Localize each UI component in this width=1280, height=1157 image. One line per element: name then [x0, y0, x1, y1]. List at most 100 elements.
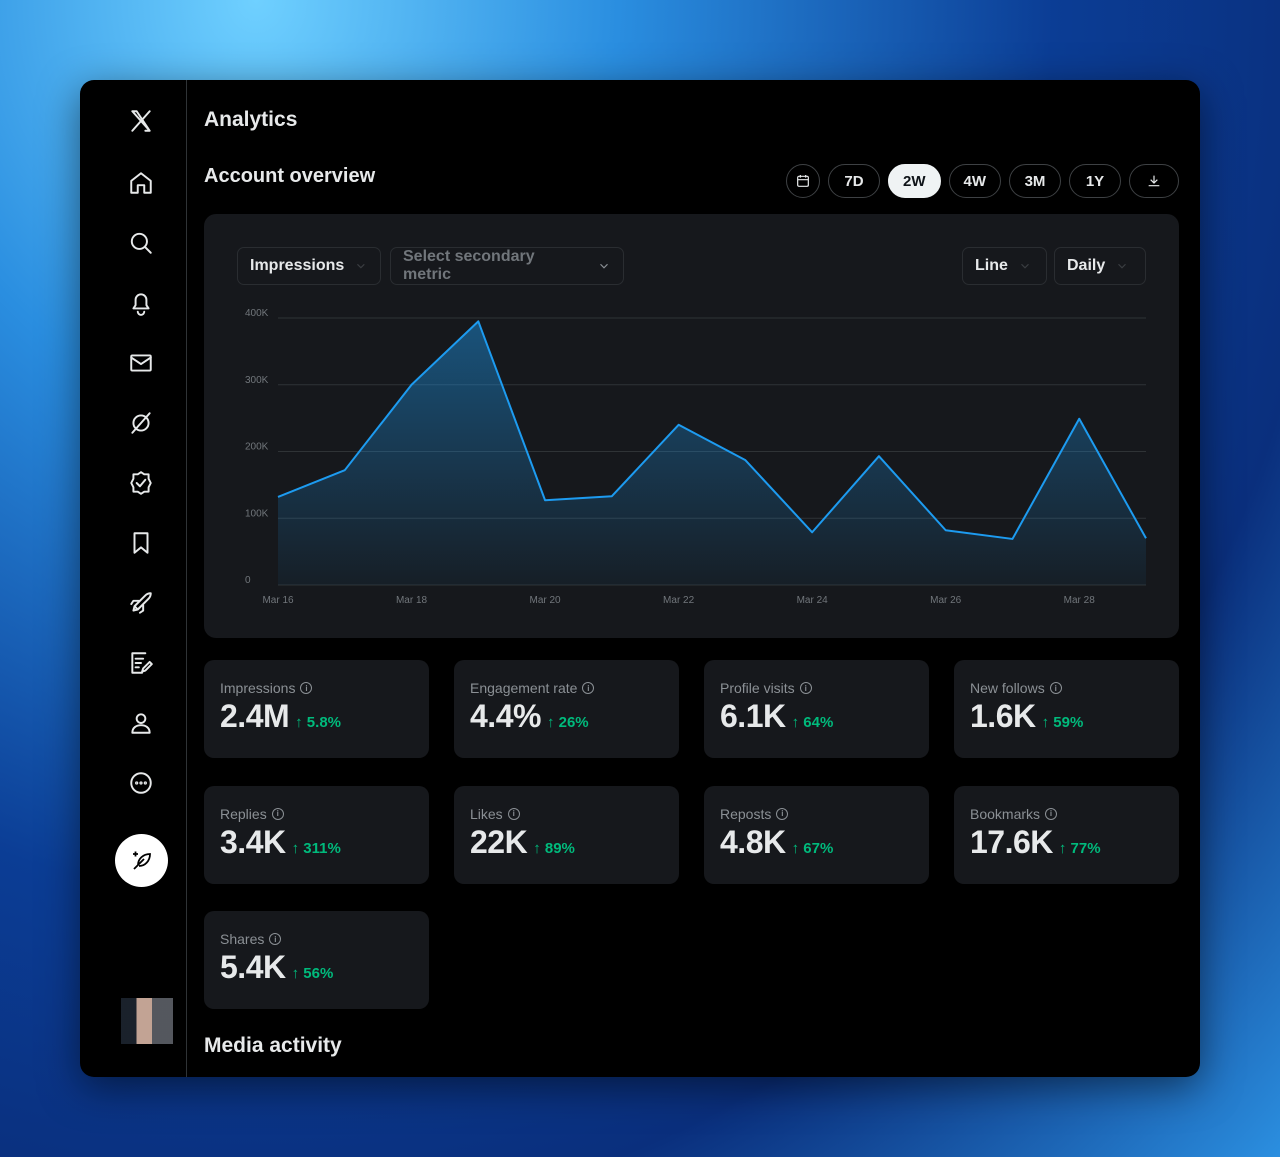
stat-label: Bookmarks — [970, 805, 1041, 822]
stat-card-likes[interactable]: Likes i 22K ↑ 89% — [454, 785, 679, 884]
calendar-button[interactable] — [786, 164, 820, 198]
y-tick-label: 300K — [245, 375, 269, 386]
compose-post-button[interactable] — [115, 834, 168, 887]
interval-select[interactable]: Daily — [1054, 247, 1146, 285]
stat-card-shares[interactable]: Shares i 5.4K ↑ 56% — [204, 911, 429, 1009]
stat-change: ↑ 311% — [291, 839, 341, 857]
section-title: Account overview — [204, 165, 376, 187]
stat-value-row: 4.8K ↑ 67% — [720, 824, 913, 861]
stat-change: ↑ 56% — [291, 965, 334, 982]
search-icon[interactable] — [123, 225, 159, 261]
stat-card-engagement-rate[interactable]: Engagement rate i 4.4% ↑ 26% — [454, 660, 679, 758]
info-icon[interactable]: i — [271, 807, 284, 820]
bell-icon[interactable] — [123, 285, 159, 321]
chevron-down-icon — [600, 263, 608, 269]
verified-icon[interactable] — [123, 465, 159, 501]
secondary-metric-select[interactable]: Select secondary metric — [390, 247, 624, 285]
stat-label-row: Shares i — [220, 931, 413, 947]
more-icon[interactable] — [123, 765, 159, 801]
stat-label-row: New follows i — [970, 680, 1163, 696]
info-icon[interactable]: i — [300, 682, 313, 694]
rocket-icon[interactable] — [123, 585, 159, 621]
stat-value: 5.4K — [220, 949, 286, 985]
stat-card-replies[interactable]: Replies i 3.4K ↑ 311% — [204, 785, 429, 884]
stat-change: ↑ 67% — [791, 839, 834, 857]
range-7d[interactable]: 7D — [828, 164, 880, 198]
stat-label-row: Likes i — [470, 806, 663, 822]
stat-value: 17.6K — [970, 823, 1053, 860]
primary-metric-select[interactable]: Impressions — [237, 247, 381, 285]
info-icon[interactable]: i — [776, 807, 789, 820]
y-tick-label: 200K — [245, 442, 269, 453]
range-2w[interactable]: 2W — [888, 164, 941, 198]
avatar[interactable] — [121, 998, 173, 1044]
grok-icon[interactable] — [123, 405, 159, 441]
impressions-chart: 0 100K 200K 300K 400K Mar 16 Mar 18 Mar 20 Mar 2… — [245, 308, 1147, 606]
stat-value: 4.8K — [720, 823, 786, 860]
y-tick-label: 0 — [245, 575, 251, 586]
range-1y[interactable]: 1Y — [1069, 164, 1121, 198]
chevron-down-icon — [1020, 263, 1029, 269]
stat-label: Impressions — [220, 680, 296, 696]
stat-change: ↑ 89% — [533, 839, 575, 857]
stat-value: 22K — [470, 823, 528, 860]
stat-value-row: 1.6K ↑ 59% — [970, 698, 1163, 735]
stat-label-row: Engagement rate i — [470, 680, 663, 696]
stat-value-row: 3.4K ↑ 311% — [220, 824, 413, 861]
download-button[interactable] — [1129, 164, 1179, 198]
stat-change: ↑ 77% — [1058, 839, 1101, 857]
info-icon[interactable]: i — [1049, 682, 1062, 694]
x-tick-label: Mar 20 — [530, 595, 562, 606]
x-tick-label: Mar 24 — [797, 595, 829, 606]
stat-card-reposts[interactable]: Reposts i 4.8K ↑ 67% — [704, 785, 929, 884]
stat-value-row: 6.1K ↑ 64% — [720, 698, 913, 735]
stat-change: ↑ 5.8% — [295, 714, 341, 731]
media-activity-title: Media activity — [204, 1034, 342, 1057]
home-icon[interactable] — [123, 165, 159, 201]
stat-value: 3.4K — [220, 823, 286, 860]
stat-value-row: 22K ↑ 89% — [470, 824, 663, 861]
stat-label-row: Reposts i — [720, 806, 913, 822]
profile-icon[interactable] — [123, 705, 159, 741]
x-tick-label: Mar 28 — [1064, 595, 1096, 606]
stat-value: 2.4M — [220, 698, 290, 734]
stat-label-row: Impressions i — [220, 680, 413, 696]
stat-label-row: Replies i — [220, 806, 413, 822]
stat-label-row: Profile visits i — [720, 680, 913, 696]
range-4w[interactable]: 4W — [948, 164, 1001, 198]
mail-icon[interactable] — [123, 345, 159, 381]
stat-card-profile-visits[interactable]: Profile visits i 6.1K ↑ 64% — [704, 660, 929, 758]
primary-metric-label: Impressions — [250, 257, 345, 274]
app-window: Analytics Account overview 7D 2W 4W 3M 1… — [80, 80, 1200, 1077]
stat-change: ↑ 64% — [791, 714, 834, 731]
range-3m[interactable]: 3M — [1009, 164, 1061, 198]
stat-card-bookmarks[interactable]: Bookmarks i 17.6K ↑ 77% — [954, 785, 1179, 884]
stat-card-new-follows[interactable]: New follows i 1.6K ↑ 59% — [954, 660, 1179, 758]
x-tick-label: Mar 18 — [396, 595, 428, 606]
stat-value-row: 4.4% ↑ 26% — [470, 698, 663, 735]
info-icon[interactable]: i — [799, 682, 812, 694]
calendar-icon — [797, 175, 809, 187]
stat-value: 1.6K — [970, 698, 1036, 734]
feather-plus-icon — [132, 851, 151, 870]
info-icon[interactable]: i — [1045, 807, 1058, 820]
interval-label: Daily — [1067, 257, 1106, 274]
stat-label-row: Bookmarks i — [970, 806, 1163, 822]
bookmark-icon[interactable] — [123, 525, 159, 561]
y-tick-label: 100K — [245, 508, 269, 519]
chart-type-select[interactable]: Line — [962, 247, 1047, 285]
stat-value-row: 5.4K ↑ 56% — [220, 949, 413, 986]
x-logo-icon[interactable] — [123, 103, 159, 139]
info-icon[interactable]: i — [269, 933, 282, 945]
articles-icon[interactable] — [123, 645, 159, 681]
stat-label: Replies — [220, 805, 267, 822]
download-icon — [1148, 175, 1160, 187]
info-icon[interactable]: i — [507, 807, 520, 820]
x-tick-label: Mar 26 — [930, 595, 962, 606]
stat-label: Profile visits — [720, 680, 795, 696]
series-line — [277, 320, 1147, 540]
info-icon[interactable]: i — [582, 682, 595, 694]
stat-card-impressions[interactable]: Impressions i 2.4M ↑ 5.8% — [204, 660, 429, 758]
stat-value-row: 2.4M ↑ 5.8% — [220, 698, 413, 735]
stat-change: ↑ 59% — [1041, 714, 1084, 731]
